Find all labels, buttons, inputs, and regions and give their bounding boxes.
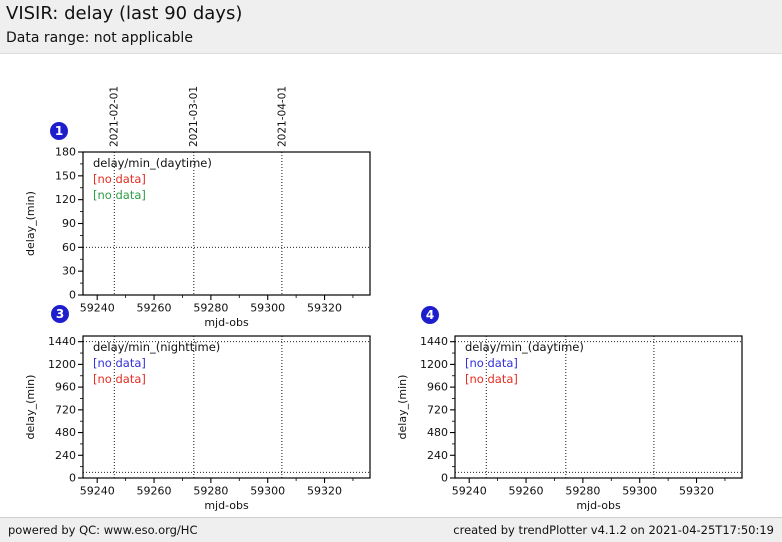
x-tick-label: 59320 bbox=[679, 485, 714, 498]
y-axis-title: delay_(min) bbox=[24, 375, 37, 440]
plot-frame bbox=[454, 335, 743, 479]
chart-1-number-badge: 1 bbox=[50, 122, 68, 140]
date-gridline-label: 2021-02-01 bbox=[109, 86, 121, 147]
y-tick-label: 1440 bbox=[420, 335, 448, 348]
y-axis: 0 30 60 90 120 150 180 bbox=[55, 146, 83, 302]
chart-3-number-badge: 3 bbox=[51, 305, 69, 323]
x-tick-label: 59240 bbox=[80, 485, 115, 498]
y-axis-title: delay_(min) bbox=[396, 375, 409, 440]
y-tick-label: 120 bbox=[55, 193, 76, 206]
y-tick-label: 720 bbox=[427, 403, 448, 416]
x-tick-label: 59300 bbox=[622, 485, 657, 498]
x-tick-label: 59300 bbox=[250, 485, 285, 498]
x-axis: 59240 59260 59280 59300 59320 bbox=[452, 478, 726, 498]
footer-created-by: created by trendPlotter v4.1.2 on 2021-0… bbox=[453, 523, 774, 537]
no-data-label: [no data] bbox=[465, 372, 518, 386]
plot-frame bbox=[82, 335, 371, 479]
y-tick-label: 480 bbox=[55, 426, 76, 439]
y-tick-label: 150 bbox=[55, 169, 76, 182]
y-tick-label: 1200 bbox=[48, 358, 76, 371]
y-axis: 0 240 480 720 960 1200 1440 bbox=[48, 335, 83, 485]
no-data-label: [no data] bbox=[93, 356, 146, 370]
no-data-label: [no data] bbox=[93, 188, 146, 202]
x-tick-label: 59320 bbox=[307, 302, 342, 315]
series-title: delay/min_(daytime) bbox=[93, 156, 212, 170]
x-axis: 59240 59260 59280 59300 59320 bbox=[80, 295, 354, 315]
x-tick-label: 59300 bbox=[250, 302, 285, 315]
x-axis: 59240 59260 59280 59300 59320 bbox=[80, 478, 354, 498]
x-tick-label: 59240 bbox=[452, 485, 487, 498]
data-range-subtitle: Data range: not applicable bbox=[6, 30, 193, 46]
chart-4-number-badge: 4 bbox=[421, 306, 439, 324]
x-tick-label: 59260 bbox=[137, 302, 172, 315]
date-gridline-label: 2021-03-01 bbox=[188, 86, 200, 147]
chart-3-delay-nighttime: 59240 59260 59280 59300 59320 0 240 480 720 960 12… bbox=[24, 335, 371, 512]
chart-4-delay-daytime: 59240 59260 59280 59300 59320 0 240 480 720 960 12… bbox=[396, 335, 743, 512]
y-tick-label: 1200 bbox=[420, 358, 448, 371]
footer-bar: powered by QC: www.eso.org/HC created by… bbox=[0, 517, 782, 542]
series-title: delay/min_(nighttime) bbox=[93, 340, 220, 354]
no-data-label: [no data] bbox=[93, 372, 146, 386]
page-title: VISIR: delay (last 90 days) bbox=[6, 3, 243, 24]
y-tick-label: 0 bbox=[69, 472, 76, 485]
x-tick-label: 59260 bbox=[137, 485, 172, 498]
x-axis-title: mjd-obs bbox=[204, 499, 249, 512]
x-tick-label: 59320 bbox=[307, 485, 342, 498]
y-tick-label: 240 bbox=[55, 449, 76, 462]
y-tick-label: 960 bbox=[427, 381, 448, 394]
y-tick-label: 60 bbox=[62, 241, 76, 254]
x-tick-label: 59280 bbox=[193, 485, 228, 498]
y-tick-label: 0 bbox=[69, 289, 76, 302]
y-tick-label: 960 bbox=[55, 381, 76, 394]
y-tick-label: 30 bbox=[62, 265, 76, 278]
no-data-label: [no data] bbox=[93, 172, 146, 186]
x-axis-title: mjd-obs bbox=[204, 316, 249, 329]
y-tick-label: 720 bbox=[55, 403, 76, 416]
y-tick-label: 0 bbox=[441, 472, 448, 485]
date-gridline-label: 2021-04-01 bbox=[276, 86, 288, 147]
y-tick-label: 480 bbox=[427, 426, 448, 439]
header-bar: VISIR: delay (last 90 days) Data range: … bbox=[0, 0, 782, 54]
x-tick-label: 59280 bbox=[565, 485, 600, 498]
x-axis-title: mjd-obs bbox=[576, 499, 621, 512]
y-axis: 0 240 480 720 960 1200 1440 bbox=[420, 335, 455, 485]
y-tick-label: 90 bbox=[62, 217, 76, 230]
series-title: delay/min_(daytime) bbox=[465, 340, 584, 354]
y-tick-label: 1440 bbox=[48, 335, 76, 348]
y-tick-label: 180 bbox=[55, 146, 76, 159]
y-tick-label: 240 bbox=[427, 449, 448, 462]
chart-1-delay-daytime: 2021-02-01 2021-03-01 2021-04-01 59240 59260… bbox=[24, 86, 371, 329]
x-tick-label: 59240 bbox=[80, 302, 115, 315]
x-tick-label: 59260 bbox=[509, 485, 544, 498]
footer-powered-by: powered by QC: www.eso.org/HC bbox=[8, 523, 198, 537]
no-data-label: [no data] bbox=[465, 356, 518, 370]
y-axis-title: delay_(min) bbox=[24, 191, 37, 256]
x-tick-label: 59280 bbox=[193, 302, 228, 315]
